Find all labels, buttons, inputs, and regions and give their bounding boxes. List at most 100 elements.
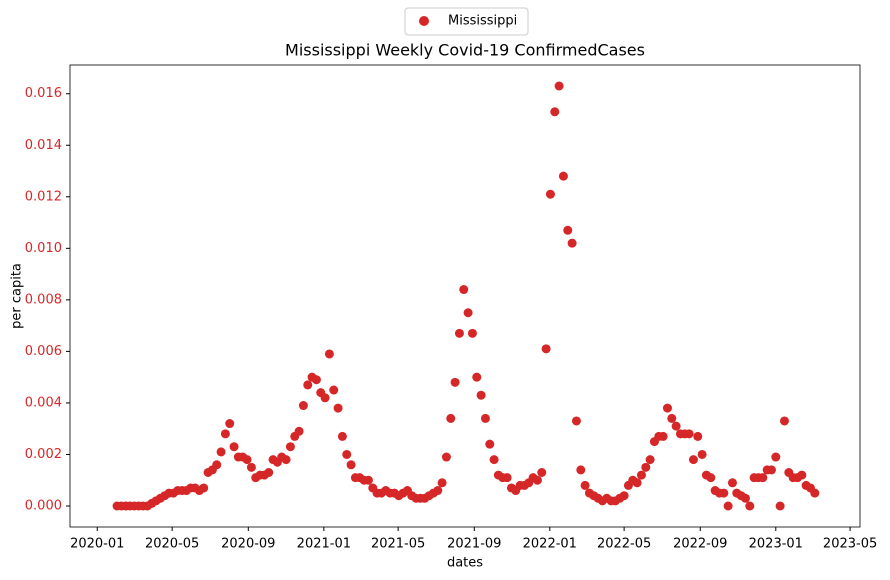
data-point	[532, 475, 542, 485]
data-point	[563, 225, 573, 235]
data-point	[294, 426, 304, 436]
data-point	[537, 468, 547, 478]
data-point	[567, 238, 577, 248]
data-point	[797, 470, 807, 480]
data-point	[459, 285, 469, 295]
x-tick-label: 2020-09	[221, 537, 275, 552]
y-tick-label: 0.006	[25, 344, 62, 359]
y-tick-label: 0.010	[25, 241, 62, 256]
data-point	[558, 171, 568, 181]
x-tick-label: 2020-01	[70, 537, 124, 552]
x-tick-label: 2023-01	[749, 537, 803, 552]
data-point	[480, 413, 490, 423]
data-point	[489, 455, 499, 465]
data-point	[632, 478, 642, 488]
data-point	[645, 455, 655, 465]
data-point	[697, 449, 707, 459]
x-tick-label: 2021-09	[447, 537, 501, 552]
x-tick-label: 2021-01	[297, 537, 351, 552]
data-point	[433, 486, 443, 496]
y-tick-label: 0.012	[25, 189, 62, 204]
data-point	[342, 449, 352, 459]
legend: Mississippi	[404, 7, 529, 36]
x-tick-label: 2023-05	[823, 537, 877, 552]
data-point	[502, 473, 512, 483]
data-point	[766, 465, 776, 475]
x-tick-label: 2020-05	[145, 537, 199, 552]
data-point	[311, 375, 321, 385]
data-point	[446, 413, 456, 423]
data-point	[463, 308, 473, 318]
x-tick-label: 2022-09	[673, 537, 727, 552]
y-tick-label: 0.008	[25, 292, 62, 307]
data-point	[476, 390, 486, 400]
data-point	[545, 189, 555, 199]
data-point	[216, 447, 226, 457]
data-point	[671, 421, 681, 431]
data-point	[363, 475, 373, 485]
data-point	[229, 442, 239, 452]
data-point	[658, 431, 668, 441]
data-point	[329, 385, 339, 395]
data-point	[693, 431, 703, 441]
legend-box	[404, 7, 529, 36]
data-point	[758, 473, 768, 483]
data-point	[810, 488, 820, 498]
data-point	[437, 478, 447, 488]
data-point	[281, 455, 291, 465]
data-point	[303, 380, 313, 390]
x-axis-label: dates	[447, 556, 483, 571]
data-point	[454, 328, 464, 338]
data-point	[541, 344, 551, 354]
y-tick-label: 0.000	[25, 499, 62, 514]
y-tick-label: 0.002	[25, 447, 62, 462]
data-point	[246, 462, 256, 472]
data-point	[684, 429, 694, 439]
data-point	[550, 107, 560, 117]
legend-marker	[419, 16, 429, 26]
data-point	[467, 328, 477, 338]
data-point	[779, 416, 789, 426]
data-point	[688, 455, 698, 465]
data-point	[706, 473, 716, 483]
data-point	[619, 491, 629, 501]
data-point	[775, 501, 785, 511]
data-point	[771, 452, 781, 462]
legend-label: Mississippi	[448, 14, 517, 29]
data-point	[745, 501, 755, 511]
x-tick-label: 2021-05	[371, 537, 425, 552]
data-point	[636, 470, 646, 480]
data-point	[576, 465, 586, 475]
data-point	[264, 468, 274, 478]
data-point	[472, 372, 482, 382]
y-tick-label: 0.016	[25, 86, 62, 101]
data-point	[225, 419, 235, 429]
data-point	[719, 488, 729, 498]
x-tick-label: 2022-05	[597, 537, 651, 552]
data-point	[220, 429, 230, 439]
plot-frame	[69, 64, 861, 528]
data-point	[199, 483, 209, 493]
x-tick-label: 2022-01	[523, 537, 577, 552]
data-point	[333, 403, 343, 413]
data-point	[242, 455, 252, 465]
data-point	[571, 416, 581, 426]
data-point	[298, 401, 308, 411]
data-point	[337, 431, 347, 441]
data-point	[740, 493, 750, 503]
data-point	[727, 478, 737, 488]
data-point	[580, 480, 590, 490]
data-point	[320, 393, 330, 403]
data-point	[723, 501, 733, 511]
data-point	[212, 460, 222, 470]
data-point	[662, 403, 672, 413]
y-tick-label: 0.004	[25, 395, 62, 410]
data-point	[554, 81, 564, 91]
data-point	[285, 442, 295, 452]
chart-title: Mississippi Weekly Covid-19 ConfirmedCas…	[285, 41, 645, 60]
y-tick-label: 0.014	[25, 138, 62, 153]
data-point	[641, 462, 651, 472]
data-point	[441, 452, 451, 462]
y-axis-label: per capita	[10, 263, 25, 329]
